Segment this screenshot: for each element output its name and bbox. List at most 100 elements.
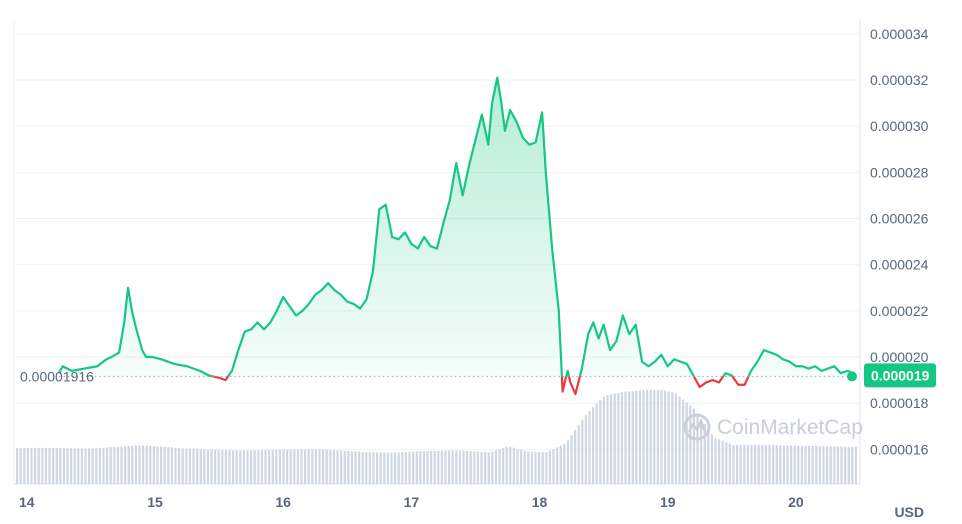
volume-bar: [520, 449, 523, 484]
price-line-down: [208, 376, 750, 396]
volume-bar: [563, 443, 566, 484]
volume-bar: [444, 450, 447, 484]
volume-bar: [491, 451, 494, 484]
volume-bar: [91, 448, 94, 484]
volume-bar: [192, 448, 195, 484]
volume-bar: [37, 447, 40, 484]
volume-bar: [293, 449, 296, 484]
volume-bar: [505, 446, 508, 484]
volume-bar: [358, 451, 361, 484]
volume-bar: [260, 450, 263, 484]
volume-bar: [523, 450, 526, 484]
volume-bar: [124, 446, 127, 484]
volume-bar: [390, 452, 393, 484]
volume-bar: [59, 448, 62, 484]
volume-bar: [142, 445, 145, 484]
volume-bar: [95, 448, 98, 484]
volume-bar: [588, 411, 591, 484]
logo-mark: [687, 417, 707, 433]
volume-bar: [55, 448, 58, 484]
volume-bar: [761, 444, 764, 484]
volume-bar: [498, 449, 501, 484]
volume-bar: [307, 449, 310, 484]
volume-bar: [512, 447, 515, 484]
volume-bar: [379, 452, 382, 484]
volume-bar: [718, 439, 721, 484]
volume-bar: [98, 447, 101, 484]
volume-bar: [16, 448, 19, 484]
volume-bar: [354, 451, 357, 484]
volume-bar: [221, 449, 224, 484]
volume-bar: [30, 447, 33, 484]
volume-bar: [534, 451, 537, 484]
volume-bar: [368, 452, 371, 484]
volume-bar: [822, 446, 825, 484]
volume-bar: [412, 451, 415, 484]
volume-bar: [451, 450, 454, 484]
volume-bar: [314, 449, 317, 484]
volume-bar: [102, 447, 105, 484]
watermark-text: CoinMarketCap: [717, 416, 863, 439]
volume-bar: [797, 445, 800, 484]
volume-bar: [163, 446, 166, 484]
x-tick-label: 16: [275, 494, 291, 510]
volume-bar: [210, 449, 213, 484]
volume-bar: [127, 445, 130, 484]
volume-bar: [703, 423, 706, 484]
volume-bar: [631, 391, 634, 484]
volume-bar: [682, 399, 685, 484]
volume-bar: [786, 445, 789, 484]
volume-bar: [397, 452, 400, 484]
volume-bar: [430, 450, 433, 484]
volume-bar: [138, 445, 141, 484]
current-price-label: 0.000019: [871, 367, 930, 383]
volume-bar: [548, 450, 551, 484]
x-tick-label: 15: [147, 494, 163, 510]
volume-bar: [764, 444, 767, 484]
volume-bar: [217, 449, 220, 484]
volume-bar: [592, 407, 595, 484]
volume-bar: [232, 450, 235, 484]
volume-bar: [26, 447, 29, 484]
volume-bar: [422, 451, 425, 484]
volume-bar: [401, 452, 404, 484]
volume-bar: [386, 452, 389, 484]
volume-bar: [671, 392, 674, 484]
volume-bar: [692, 408, 695, 484]
reference-price-label: 0.00001916: [20, 368, 94, 384]
volume-bar: [80, 448, 83, 484]
volume-bar: [844, 446, 847, 484]
y-tick-label: 0.000032: [870, 72, 929, 88]
volume-bar: [23, 448, 26, 484]
volume-bar: [494, 450, 497, 484]
volume-bar: [599, 400, 602, 484]
y-tick-label: 0.000022: [870, 303, 929, 319]
volume-bar: [847, 446, 850, 484]
volume-bar: [854, 447, 857, 484]
volume-bar: [815, 446, 818, 484]
volume-bar: [70, 448, 73, 484]
volume-bar: [196, 448, 199, 484]
volume-bar: [109, 447, 112, 484]
volume-bar: [116, 446, 119, 484]
volume-bar: [566, 440, 569, 484]
volume-bar: [656, 390, 659, 484]
volume-bar: [199, 449, 202, 484]
volume-bar: [610, 394, 613, 484]
volume-bar: [833, 446, 836, 484]
volume-bar: [268, 449, 271, 484]
price-line: [57, 76, 854, 396]
y-axis: 0.000034 0.000032 0.000030 0.000028 0.000026…: [870, 26, 929, 458]
volume-bar: [44, 447, 47, 484]
volume-bar: [624, 391, 627, 484]
volume-bar: [642, 390, 645, 484]
volume-bar: [149, 446, 152, 484]
volume-bar: [343, 450, 346, 484]
volume-bar: [541, 452, 544, 484]
volume-bar: [34, 447, 37, 484]
volume-bar: [448, 450, 451, 484]
volume-bar: [278, 449, 281, 484]
volume-bar: [840, 446, 843, 484]
volume-bar: [361, 451, 364, 484]
y-tick-label: 0.000030: [870, 118, 929, 134]
